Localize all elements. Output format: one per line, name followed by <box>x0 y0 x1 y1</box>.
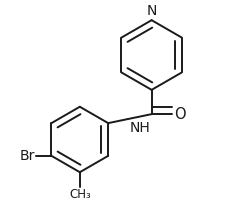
Text: Br: Br <box>19 149 35 163</box>
Text: O: O <box>174 107 186 122</box>
Text: N: N <box>146 4 157 18</box>
Text: NH: NH <box>130 121 151 135</box>
Text: CH₃: CH₃ <box>69 188 91 201</box>
